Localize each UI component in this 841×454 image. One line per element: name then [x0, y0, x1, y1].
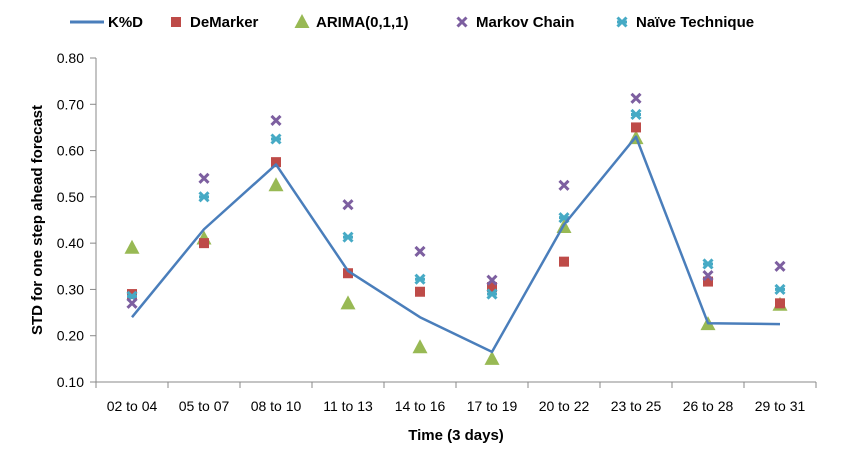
legend-label-markov-chain: Markov Chain	[476, 14, 574, 31]
data-point-na-ve-technique	[702, 258, 714, 270]
legend-swatch-arima-0-1-1	[294, 14, 310, 28]
legend-item-na-ve-technique: Naïve Technique	[616, 14, 754, 31]
x-tick-label: 14 to 16	[395, 398, 446, 414]
x-axis-title: Time (3 days)	[408, 427, 504, 444]
data-point-arima-0-1-1	[268, 177, 284, 192]
data-point-markov-chain	[702, 269, 714, 282]
x-tick-label: 20 to 22	[539, 398, 590, 414]
x-tick-label: 08 to 10	[251, 398, 302, 414]
data-point-na-ve-technique	[486, 288, 498, 300]
legend-label-na-ve-technique: Naïve Technique	[636, 14, 754, 31]
data-point-markov-chain	[486, 274, 498, 286]
data-point-demarker	[775, 298, 785, 309]
data-point-na-ve-technique	[198, 191, 210, 203]
x-tick-label: 23 to 25	[611, 398, 662, 414]
data-point-markov-chain	[270, 114, 282, 127]
legend-swatch-na-ve-technique	[616, 16, 628, 28]
legend-label-arima-0-1-1: ARIMA(0,1,1)	[316, 14, 409, 31]
y-tick-label: 0.40	[57, 235, 84, 251]
y-axis-title: STD for one step ahead forecast	[29, 105, 46, 335]
y-tick-label: 0.60	[57, 143, 84, 159]
data-point-markov-chain	[558, 179, 570, 191]
legend-item-k-d: K%D	[70, 14, 143, 31]
series-k-d	[131, 135, 781, 354]
data-point-demarker	[343, 268, 353, 279]
series-layer	[124, 92, 788, 365]
y-ticks: 0.10 0.20 0.30 0.40 0.50 0.60 0.70 0.80	[57, 50, 96, 390]
data-point-demarker	[703, 276, 713, 287]
x-tick-label: 02 to 04	[107, 398, 158, 414]
series-na-ve-technique	[126, 108, 786, 302]
series-arima-0-1-1	[124, 130, 788, 365]
data-point-markov-chain	[342, 199, 354, 211]
series-demarker	[127, 122, 785, 309]
data-point-demarker	[271, 157, 281, 168]
data-point-na-ve-technique	[270, 133, 282, 145]
y-tick-label: 0.30	[57, 281, 84, 297]
data-point-na-ve-technique	[414, 273, 426, 285]
data-point-demarker	[415, 286, 425, 297]
data-point-arima-0-1-1	[340, 295, 356, 310]
legend-swatch-demarker	[171, 17, 181, 27]
data-point-na-ve-technique	[630, 108, 642, 121]
x-ticks: 02 to 04 05 to 07 08 to 10 11 to 13 14 to 16…	[95, 382, 817, 414]
data-point-markov-chain	[630, 92, 642, 104]
series-line-k-d	[131, 135, 781, 354]
data-point-arima-0-1-1	[124, 239, 140, 254]
legend: K%D DeMarker ARIMA(0,1,1) Markov Chain Naïve…	[70, 14, 754, 31]
x-tick-label: 26 to 28	[683, 398, 734, 414]
y-tick-label: 0.70	[57, 96, 84, 112]
x-tick-label: 29 to 31	[755, 398, 806, 414]
legend-item-arima-0-1-1: ARIMA(0,1,1)	[294, 14, 409, 31]
data-point-demarker	[559, 256, 569, 267]
y-tick-label: 0.10	[57, 374, 84, 390]
data-point-markov-chain	[774, 260, 786, 272]
y-tick-label: 0.50	[57, 189, 84, 205]
legend-item-demarker: DeMarker	[171, 14, 259, 31]
data-point-demarker	[199, 238, 209, 249]
data-point-markov-chain	[198, 172, 210, 184]
data-point-arima-0-1-1	[412, 339, 428, 354]
data-point-demarker	[487, 282, 497, 293]
x-tick-label: 17 to 19	[467, 398, 518, 414]
data-point-demarker	[127, 289, 137, 300]
legend-label-k-d: K%D	[108, 14, 143, 31]
data-point-na-ve-technique	[774, 283, 786, 295]
legend-swatch-markov-chain	[456, 16, 468, 28]
data-point-markov-chain	[414, 245, 426, 258]
data-point-demarker	[631, 122, 641, 133]
y-tick-label: 0.80	[57, 50, 84, 66]
legend-item-markov-chain: Markov Chain	[456, 14, 574, 31]
data-point-arima-0-1-1	[484, 350, 500, 365]
data-point-na-ve-technique	[342, 231, 354, 243]
y-tick-label: 0.20	[57, 328, 84, 344]
series-markov-chain	[126, 92, 786, 309]
x-tick-label: 11 to 13	[323, 398, 373, 414]
data-point-markov-chain	[126, 297, 138, 309]
x-tick-label: 05 to 07	[179, 398, 230, 414]
legend-label-demarker: DeMarker	[190, 14, 259, 31]
